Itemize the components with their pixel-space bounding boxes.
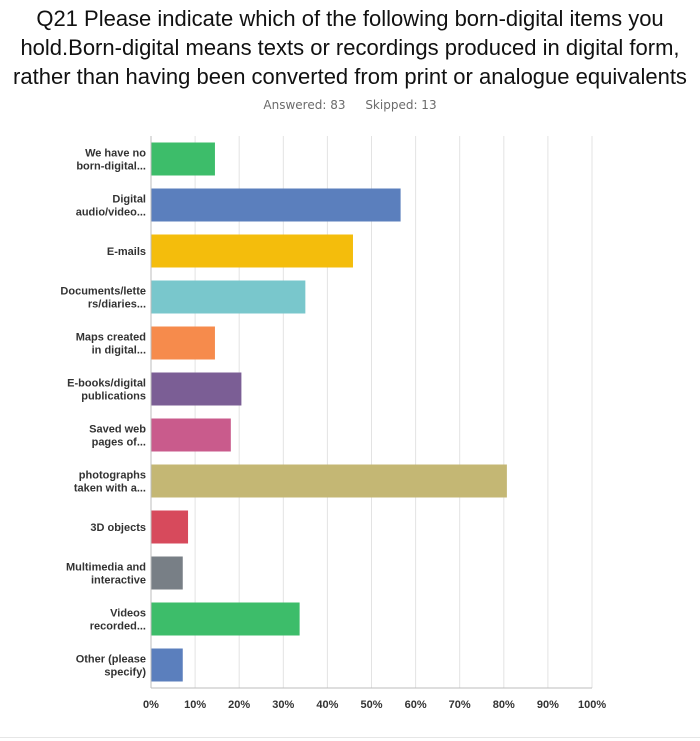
title-line-2: hold.Born-digital means texts or recordi… <box>20 35 680 60</box>
x-tick-label: 20% <box>228 699 250 711</box>
category-label: 3D objects <box>90 522 146 534</box>
category-label: E-mails <box>107 246 146 258</box>
category-label-line: 3D objects <box>90 522 146 534</box>
x-tick-label: 30% <box>272 699 294 711</box>
category-label-line: audio/video... <box>76 207 146 219</box>
x-tick-label: 10% <box>184 699 206 711</box>
bar[interactable] <box>151 510 189 544</box>
category-label-line: We have no <box>85 148 146 160</box>
category-label-line: Multimedia and <box>66 562 146 574</box>
title-line-1: Q21 Please indicate which of the followi… <box>36 6 664 31</box>
category-label-line: Documents/lette <box>60 286 146 298</box>
category-label-line: pages of... <box>92 437 146 449</box>
x-tick-label: 100% <box>578 699 606 711</box>
bottom-divider <box>0 737 700 738</box>
bar[interactable] <box>151 372 242 406</box>
bar[interactable] <box>151 234 353 268</box>
category-label-line: E-mails <box>107 246 146 258</box>
x-tick-label: 40% <box>316 699 338 711</box>
category-label-line: interactive <box>91 575 146 587</box>
x-tick-label: 70% <box>449 699 471 711</box>
bar[interactable] <box>151 602 300 636</box>
skipped-count: Skipped: 13 <box>365 98 437 112</box>
category-label-line: specify) <box>104 667 146 679</box>
answered-count: Answered: 83 <box>263 98 346 112</box>
x-tick-label: 80% <box>493 699 515 711</box>
x-tick-label: 0% <box>143 699 159 711</box>
category-label-line: rs/diaries... <box>88 299 146 311</box>
category-label: E-books/digital publications <box>67 378 146 403</box>
category-label: Saved web pages of... <box>89 424 146 449</box>
category-label: Multimedia and interactive <box>66 562 146 587</box>
x-tick-label: 50% <box>360 699 382 711</box>
category-label-line: Maps created <box>76 332 146 344</box>
bar[interactable] <box>151 556 183 590</box>
bar[interactable] <box>151 280 306 314</box>
category-label: Maps created in digital... <box>76 332 146 357</box>
title-line-3: rather than having been converted from p… <box>13 64 687 89</box>
category-label-line: Other (please <box>76 654 146 666</box>
category-label: photographs taken with a... <box>74 470 146 495</box>
category-label-line: E-books/digital <box>67 378 146 390</box>
category-label: We have no born-digital... <box>76 148 146 173</box>
bar[interactable] <box>151 464 507 498</box>
response-stats: Answered: 83 Skipped: 13 <box>0 98 700 112</box>
category-label: Videos recorded... <box>90 608 146 633</box>
category-label-line: born-digital... <box>76 161 146 173</box>
category-label-line: taken with a... <box>74 483 146 495</box>
category-label: Documents/lette rs/diaries... <box>60 286 146 311</box>
category-label: Other (please specify) <box>76 654 147 679</box>
category-label-line: photographs <box>79 470 146 482</box>
x-tick-label: 60% <box>405 699 427 711</box>
category-label-line: in digital... <box>92 345 146 357</box>
category-label-line: Digital <box>112 194 146 206</box>
category-label-line: Saved web <box>89 424 146 436</box>
category-label-line: recorded... <box>90 621 146 633</box>
bar[interactable] <box>151 326 215 360</box>
bar[interactable] <box>151 418 231 452</box>
category-label-line: Videos <box>110 608 146 620</box>
x-tick-label: 90% <box>537 699 559 711</box>
category-label: Digital audio/video... <box>76 194 146 219</box>
category-label-line: publications <box>81 391 146 403</box>
bar[interactable] <box>151 142 215 176</box>
bar[interactable] <box>151 188 401 222</box>
bar[interactable] <box>151 648 183 682</box>
question-title: Q21 Please indicate which of the followi… <box>0 4 700 91</box>
